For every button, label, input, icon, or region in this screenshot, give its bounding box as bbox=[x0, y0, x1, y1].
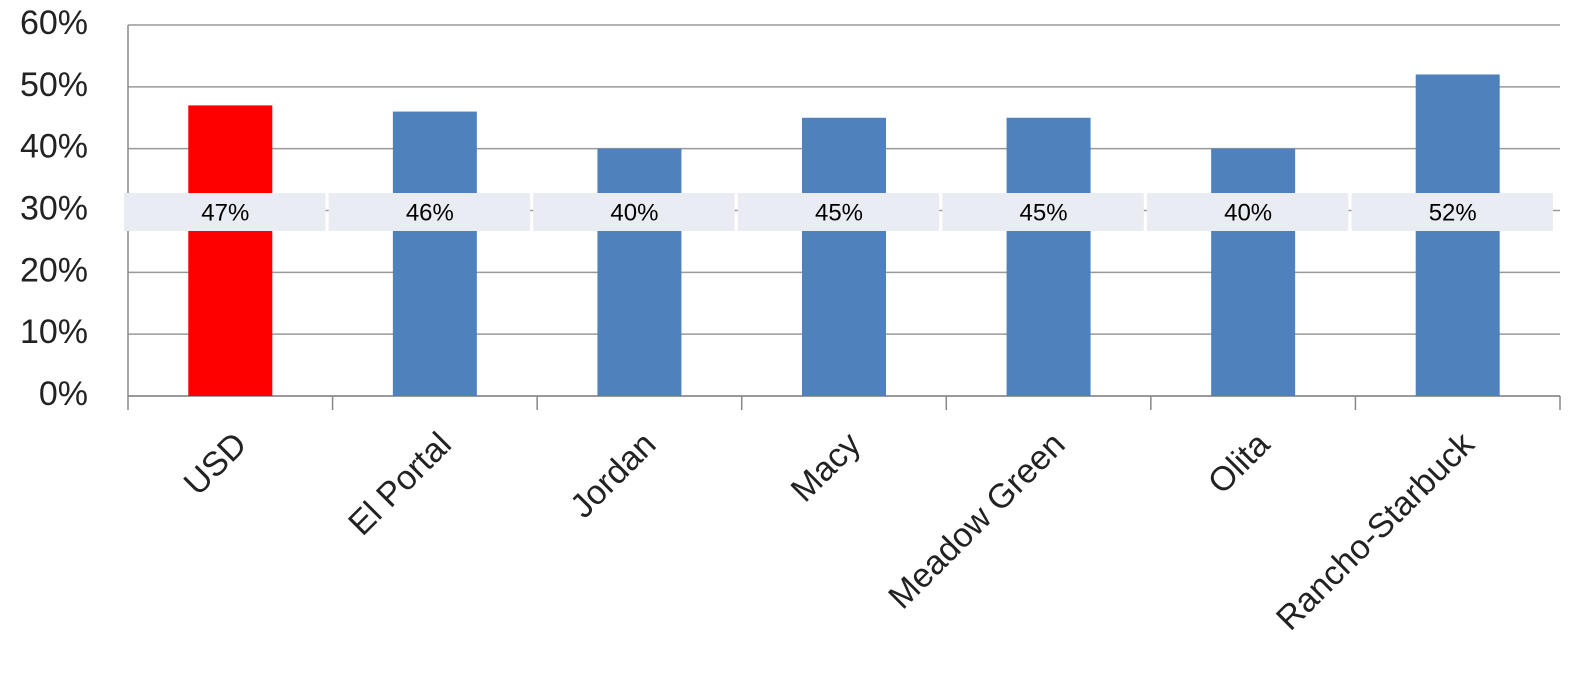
bar bbox=[1006, 117, 1091, 396]
data-label-cell bbox=[1146, 193, 1349, 231]
x-tick-label: USD bbox=[177, 425, 255, 503]
data-label: 47% bbox=[201, 199, 249, 226]
bar bbox=[392, 111, 477, 397]
data-label: 45% bbox=[1020, 199, 1068, 226]
y-tick-label: 30% bbox=[20, 189, 88, 227]
bar bbox=[802, 117, 886, 396]
x-tick-label: Jordan bbox=[563, 425, 663, 525]
y-tick-label: 0% bbox=[39, 375, 88, 413]
data-label-cell bbox=[533, 193, 735, 231]
x-tick-label: Rancho-Starbuck bbox=[1269, 424, 1482, 637]
y-tick-label: 40% bbox=[20, 128, 88, 166]
data-label-cell bbox=[942, 193, 1144, 231]
bar bbox=[1415, 74, 1500, 396]
data-label: 45% bbox=[815, 199, 863, 226]
data-label: 46% bbox=[406, 199, 454, 226]
data-label-cell bbox=[124, 193, 326, 231]
bar bbox=[597, 148, 682, 396]
x-tick-label: El Portal bbox=[341, 425, 459, 543]
data-label: 40% bbox=[1224, 199, 1272, 226]
data-label-cell bbox=[737, 193, 940, 231]
data-label-cell bbox=[1351, 193, 1553, 231]
data-label: 40% bbox=[610, 199, 658, 226]
bar bbox=[1211, 148, 1296, 396]
y-tick-label: 20% bbox=[20, 251, 88, 289]
data-label: 52% bbox=[1429, 199, 1477, 226]
y-tick-label: 50% bbox=[20, 66, 88, 104]
x-tick-label: Macy bbox=[784, 425, 868, 509]
y-tick-label: 60% bbox=[20, 4, 88, 42]
data-label-cell bbox=[328, 193, 531, 231]
y-tick-label: 10% bbox=[20, 313, 88, 351]
bar bbox=[188, 105, 273, 396]
x-tick-label: Olita bbox=[1201, 425, 1277, 501]
x-tick-label: Meadow Green bbox=[881, 425, 1072, 616]
